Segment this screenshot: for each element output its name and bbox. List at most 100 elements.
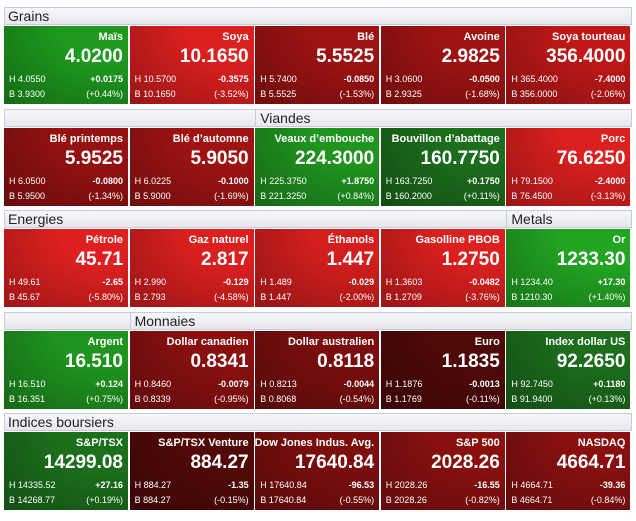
quote-percent: (-0.11%): [465, 393, 500, 404]
quote-percent: (-1.69%): [214, 190, 249, 201]
quote-percent: (-3.76%): [465, 292, 500, 302]
quote-price: 0.8341: [190, 350, 249, 372]
quote-tile: Bouvillon d’abattage 160.7750 H 163.7250 +0…: [380, 127, 505, 206]
quote-tile: Porc 76.6250 H 79.1500 -2.4000 B 76.4500 (-3.…: [506, 127, 631, 206]
quote-name: Avoine: [463, 31, 500, 43]
quote-change: -0.1000: [218, 175, 249, 186]
quote-tile: Éthanols 1.447 H 1.489 -0.029 B 1.447 (-2.00%…: [255, 229, 380, 307]
quote-change: +0.1180: [593, 378, 626, 389]
quote-high: H 4.0550: [9, 74, 46, 84]
quote-high: H 14335.52: [9, 480, 56, 490]
quote-percent: (-1.53%): [339, 89, 375, 99]
quote-price: 17640.84: [294, 452, 375, 473]
quote-name: Soya: [222, 31, 249, 43]
quote-percent: (-5.80%): [88, 292, 123, 302]
quote-price: 224.3000: [294, 147, 375, 169]
quote-percent: (-0.55%): [339, 495, 375, 505]
quote-percent: (-3.52%): [214, 89, 249, 99]
quote-change: -0.0044: [343, 378, 375, 389]
quote-high: H 16.510: [9, 378, 46, 389]
quote-low: B 4664.71: [511, 495, 553, 505]
quote-change: -0.0482: [469, 277, 500, 287]
quote-tile: Veaux d’embouche 224.3000 H 225.3750 +1.875…: [255, 127, 380, 206]
section-band: [4, 108, 632, 127]
quote-tile: Soya tourteau 356.4000 H 365.4000 -7.4000 B …: [506, 26, 631, 104]
quote-low: B 0.8339: [134, 393, 171, 404]
quote-price: 5.9525: [64, 147, 123, 169]
quote-high: H 10.5700: [134, 74, 177, 84]
quote-percent: (+0.44%): [86, 89, 123, 99]
quote-tile: Gaz naturel 2.817 H 2.990 -0.129 B 2.793 (-4.…: [129, 229, 254, 307]
quote-high: H 884.27: [134, 480, 172, 490]
quote-high: H 1.1876: [385, 378, 423, 389]
quote-low: B 0.8068: [260, 393, 297, 404]
quote-percent: (-2.06%): [590, 89, 626, 99]
quote-low: B 10.1650: [134, 89, 176, 99]
quote-change: -0.129: [223, 277, 249, 287]
quote-low: B 1.2709: [385, 292, 422, 302]
quote-percent: (-0.82%): [465, 495, 500, 505]
quote-price: 5.9050: [190, 147, 249, 169]
quote-high: H 3.0600: [385, 74, 423, 84]
quote-tile: Or 1233.30 H 1234.40 +17.30 B 1210.30 (+1.40%…: [506, 229, 631, 307]
quote-high: H 2.990: [134, 277, 167, 287]
quote-percent: (-0.15%): [214, 495, 249, 505]
quote-name: Dollar canadien: [166, 335, 249, 348]
quote-low: B 5.9500: [9, 190, 46, 201]
quote-low: B 1210.30: [511, 292, 553, 302]
quote-price: 1233.30: [556, 249, 626, 270]
quote-high: H 6.0225: [134, 175, 172, 186]
quote-tile: Blé printemps 5.9525 H 6.0500 -0.0800 B 5.95…: [4, 127, 128, 206]
quote-name: Index dollar US: [545, 335, 626, 348]
quote-low: B 14268.77: [9, 495, 56, 505]
quote-change: -96.53: [348, 480, 375, 490]
quote-tile: Euro 1.1835 H 1.1876 -0.0013 B 1.1769 (-0.11%…: [380, 330, 505, 409]
quote-tile: Dollar australien 0.8118 H 0.8213 -0.0044 B …: [255, 330, 380, 409]
section-band: [4, 7, 632, 25]
quote-change: +0.124: [95, 378, 123, 389]
quote-change: -7.4000: [594, 74, 626, 84]
quote-high: H 2028.26: [385, 480, 428, 490]
section-band: [4, 210, 632, 228]
quote-low: B 356.0000: [511, 89, 558, 99]
quote-high: H 17640.84: [260, 480, 307, 490]
section-title: Energies: [8, 211, 64, 227]
quote-change: +0.0175: [90, 74, 123, 84]
quote-high: H 225.3750: [260, 175, 307, 186]
quote-name: Gaz naturel: [188, 234, 249, 246]
quote-percent: (-2.00%): [339, 292, 375, 302]
quote-price: 10.1650: [179, 46, 249, 67]
quote-high: H 1234.40: [511, 277, 553, 287]
quote-high: H 92.7450: [511, 378, 553, 389]
quote-price: 1.2750: [441, 249, 500, 270]
quote-price: 76.6250: [556, 147, 626, 169]
quote-change: -39.36: [599, 480, 626, 490]
quote-change: -0.0850: [343, 74, 375, 84]
quote-tile: NASDAQ 4664.71 H 4664.71 -39.36 B 4664.71 (-0…: [506, 432, 631, 510]
quote-change: -0.0013: [469, 378, 500, 389]
quote-low: B 5.9000: [134, 190, 171, 201]
quote-change: +27.16: [95, 480, 123, 490]
quote-low: B 160.2000: [385, 190, 432, 201]
quote-percent: (+0.13%): [588, 393, 626, 404]
quote-low: B 884.27: [134, 495, 171, 505]
quote-percent: (+0.11%): [463, 190, 500, 201]
quote-price: 16.510: [64, 350, 123, 372]
section-title: Metals: [506, 210, 553, 228]
quote-change: -0.029: [348, 277, 375, 287]
quote-low: B 17640.84: [260, 495, 307, 505]
quote-high: H 0.8460: [134, 378, 172, 389]
quote-high: H 1.489: [260, 277, 292, 287]
quote-high: H 4664.71: [511, 480, 553, 490]
quote-name: Argent: [87, 335, 123, 348]
quote-change: -2.65: [102, 277, 123, 287]
quote-tile: Avoine 2.9825 H 3.0600 -0.0500 B 2.9325 (-1.6…: [380, 26, 505, 104]
quote-percent: (-0.84%): [590, 495, 626, 505]
quote-tile: Gasolline PBOB 1.2750 H 1.3603 -0.0482 B 1.2…: [380, 229, 505, 307]
quote-tile: S&P 500 2028.26 H 2028.26 -16.55 B 2028.26 (-…: [380, 432, 505, 510]
section-title: Grains: [8, 8, 50, 24]
quote-high: H 5.7400: [260, 74, 297, 84]
quote-price: 160.7750: [420, 147, 500, 169]
quote-low: B 3.9300: [9, 89, 46, 99]
quote-percent: (+0.19%): [86, 495, 123, 505]
